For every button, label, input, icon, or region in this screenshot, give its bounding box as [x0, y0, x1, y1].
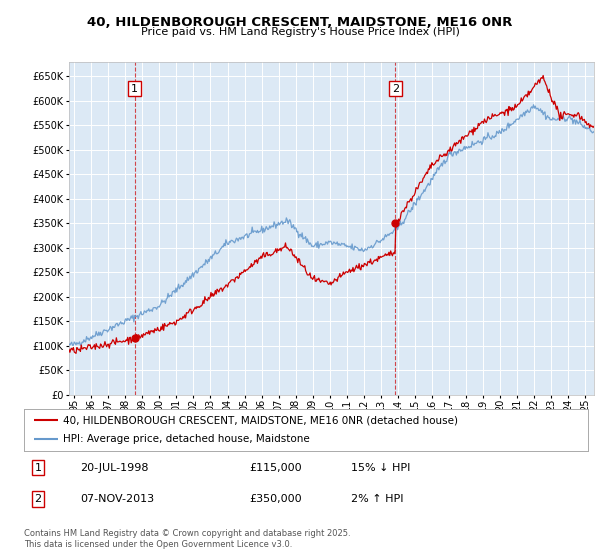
- Text: 1: 1: [35, 463, 41, 473]
- Text: 1: 1: [131, 83, 138, 94]
- Text: 07-NOV-2013: 07-NOV-2013: [80, 494, 155, 504]
- Text: 40, HILDENBOROUGH CRESCENT, MAIDSTONE, ME16 0NR (detached house): 40, HILDENBOROUGH CRESCENT, MAIDSTONE, M…: [64, 415, 458, 425]
- Text: 2: 2: [35, 494, 41, 504]
- Text: 2% ↑ HPI: 2% ↑ HPI: [351, 494, 404, 504]
- Text: 40, HILDENBOROUGH CRESCENT, MAIDSTONE, ME16 0NR: 40, HILDENBOROUGH CRESCENT, MAIDSTONE, M…: [88, 16, 512, 29]
- Text: Price paid vs. HM Land Registry's House Price Index (HPI): Price paid vs. HM Land Registry's House …: [140, 27, 460, 37]
- Text: £350,000: £350,000: [250, 494, 302, 504]
- Text: HPI: Average price, detached house, Maidstone: HPI: Average price, detached house, Maid…: [64, 435, 310, 445]
- Text: 15% ↓ HPI: 15% ↓ HPI: [351, 463, 410, 473]
- Text: 2: 2: [392, 83, 399, 94]
- Text: 20-JUL-1998: 20-JUL-1998: [80, 463, 149, 473]
- Text: Contains HM Land Registry data © Crown copyright and database right 2025.
This d: Contains HM Land Registry data © Crown c…: [24, 529, 350, 549]
- Text: £115,000: £115,000: [250, 463, 302, 473]
